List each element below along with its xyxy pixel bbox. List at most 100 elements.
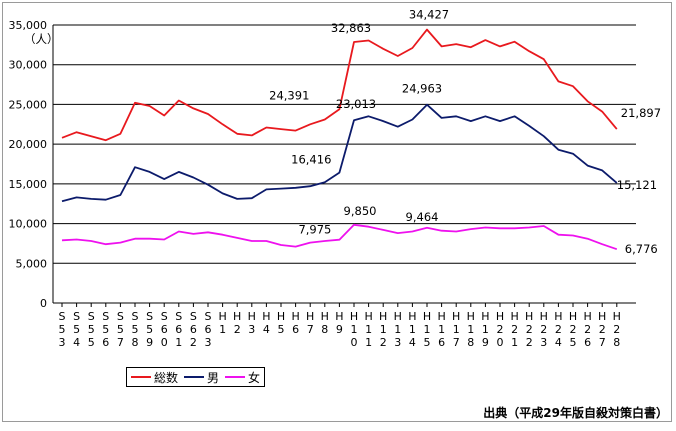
x-tick-label: 7 [117, 336, 124, 349]
x-tick-label: 1 [394, 323, 401, 336]
x-tick-label: S [132, 310, 139, 323]
data-label: 7,975 [298, 223, 331, 237]
x-tick-label: 4 [263, 323, 270, 336]
series-line-1 [61, 103, 618, 203]
data-labels: 32,863 34,427 24,391 21,897 23,013 24,963 16,4… [269, 8, 661, 257]
x-tick-label: H [583, 310, 591, 323]
data-label: 9,850 [344, 204, 377, 218]
x-tick-label: 2 [584, 323, 591, 336]
legend-label-male: 男 [207, 370, 220, 385]
x-tick-label: 7 [599, 336, 606, 349]
x-tick-label: 2 [599, 323, 606, 336]
data-label: 9,464 [406, 210, 439, 224]
x-tick-label: H [291, 310, 299, 323]
x-tick-label: H [598, 310, 606, 323]
y-unit-label: （人） [24, 32, 59, 46]
x-tick-label: 6 [438, 336, 445, 349]
x-tick-label: 5 [88, 336, 95, 349]
x-tick-label: 5 [132, 323, 139, 336]
x-tick-label: H [467, 310, 475, 323]
x-tick-label: 2 [526, 336, 533, 349]
x-tick-label: 2 [190, 336, 197, 349]
x-tick-label: H [554, 310, 562, 323]
chart-frame [2, 2, 672, 422]
x-tick-label: H [481, 310, 489, 323]
x-tick-label: 1 [365, 323, 372, 336]
x-tick-label: H [496, 310, 504, 323]
x-tick-label: 1 [175, 336, 182, 349]
x-tick-label: 5 [73, 323, 80, 336]
x-tick-label: 1 [409, 323, 416, 336]
x-tick-label: 1 [219, 323, 226, 336]
x-tick-label: S [102, 310, 109, 323]
x-tick-label: S [117, 310, 124, 323]
legend-label-female: 女 [248, 370, 261, 385]
data-label: 23,013 [336, 97, 376, 111]
data-label: 15,121 [617, 178, 657, 192]
x-tick-label: 5 [88, 323, 95, 336]
x-tick-label: 5 [424, 336, 431, 349]
x-tick-label: H [277, 310, 285, 323]
x-tick-label: 1 [438, 323, 445, 336]
y-tick-label: 15,000 [9, 178, 48, 191]
x-tick-label: H [437, 310, 445, 323]
x-tick-label: H [218, 310, 226, 323]
x-tick-label: 5 [59, 323, 66, 336]
x-tick-label: 6 [584, 336, 591, 349]
x-tick-label: H [525, 310, 533, 323]
x-tick-label: H [248, 310, 256, 323]
x-tick-label: 2 [540, 323, 547, 336]
x-tick-label: H [510, 310, 518, 323]
data-label: 16,416 [291, 153, 331, 167]
x-tick-label: S [88, 310, 95, 323]
x-tick-label: H [613, 310, 621, 323]
x-tick-label: 6 [292, 323, 299, 336]
x-tick-label: 7 [453, 336, 460, 349]
data-label: 21,897 [621, 106, 661, 120]
x-tick-label: 2 [497, 323, 504, 336]
x-tick-label: 3 [205, 336, 212, 349]
series-line-0 [61, 28, 618, 142]
data-label: 24,963 [402, 82, 442, 96]
y-tick-label: 20,000 [9, 138, 48, 151]
x-tick-label: 8 [613, 336, 620, 349]
x-tick-label: S [59, 310, 66, 323]
legend-swatch-male [184, 376, 205, 378]
x-tick-label: 1 [467, 323, 474, 336]
x-tick-label: S [161, 310, 168, 323]
x-tick-label: 4 [409, 336, 416, 349]
x-tick-label: 5 [570, 336, 577, 349]
x-tick-label: S [146, 310, 153, 323]
x-tick-label: 4 [555, 336, 562, 349]
x-tick-label: S [73, 310, 80, 323]
x-tick-label: 1 [511, 336, 518, 349]
x-tick-label: 2 [570, 323, 577, 336]
y-tick-label: 35,000 [9, 19, 48, 32]
x-tick-label: H [379, 310, 387, 323]
x-tick-label: 1 [365, 336, 372, 349]
x-tick-label: H [350, 310, 358, 323]
legend-item-female: 女 [225, 369, 260, 386]
x-tick-label: S [190, 310, 197, 323]
x-tick-label: H [408, 310, 416, 323]
x-tick-label: 2 [526, 323, 533, 336]
x-tick-label: 5 [117, 323, 124, 336]
x-tick-label: H [394, 310, 402, 323]
x-tick-label: 8 [321, 323, 328, 336]
y-tick-label: 5,000 [16, 257, 48, 270]
series-lines [61, 28, 618, 251]
x-tick-label: H [423, 310, 431, 323]
x-tick-label: H [335, 310, 343, 323]
x-tick-label: 5 [278, 323, 285, 336]
x-tick-label: 3 [59, 336, 66, 349]
x-tick-label: 2 [234, 323, 241, 336]
x-tick-label: 6 [205, 323, 212, 336]
x-tick-label: H [233, 310, 241, 323]
x-tick-label: 3 [248, 323, 255, 336]
x-tick-label: 3 [540, 336, 547, 349]
x-tick-label: 5 [146, 323, 153, 336]
x-tick-label: 5 [102, 323, 109, 336]
y-tick-label: 10,000 [9, 218, 48, 231]
x-tick-label: 6 [161, 323, 168, 336]
